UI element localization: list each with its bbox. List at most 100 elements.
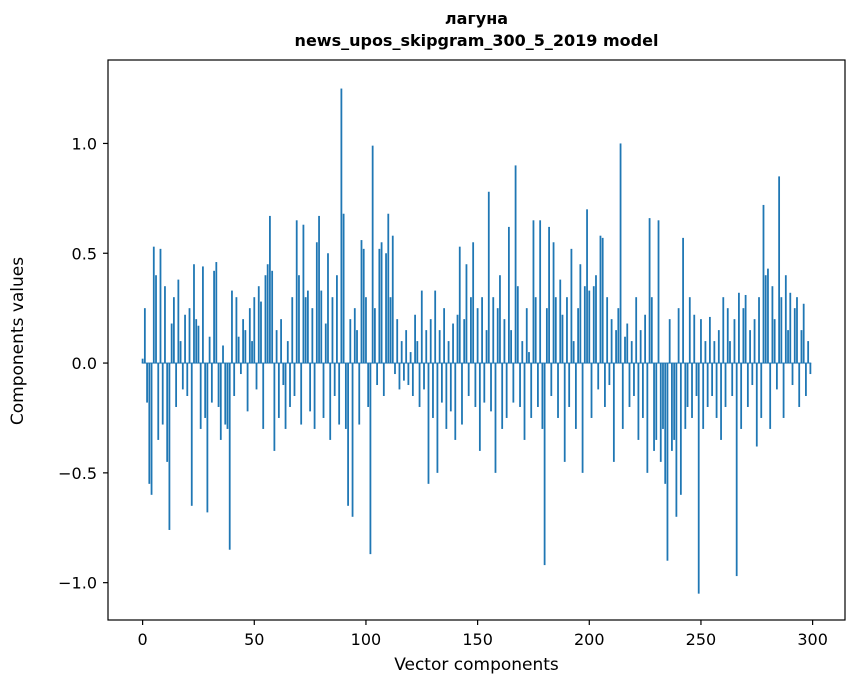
bar <box>396 319 399 364</box>
bar <box>512 363 515 403</box>
bar <box>407 363 410 386</box>
bar <box>228 363 231 550</box>
bar <box>244 330 247 364</box>
y-tick-label: 0.5 <box>72 244 97 263</box>
bar <box>342 213 345 364</box>
bar <box>239 363 242 375</box>
bar <box>778 176 781 364</box>
bar <box>514 165 517 364</box>
bar <box>715 363 718 418</box>
bar <box>664 363 667 484</box>
bar <box>443 308 446 364</box>
bar <box>548 226 550 364</box>
bar <box>729 341 731 364</box>
bar <box>175 363 178 407</box>
bar <box>146 363 148 403</box>
bar <box>711 363 714 396</box>
bar <box>186 363 189 396</box>
bar <box>152 246 155 364</box>
bar <box>767 268 769 364</box>
bar <box>378 248 381 364</box>
bar <box>552 242 555 364</box>
bar <box>758 297 760 364</box>
bar <box>537 363 539 407</box>
bar <box>199 363 202 429</box>
bar <box>251 341 253 364</box>
bar <box>380 242 383 364</box>
bar <box>351 363 354 517</box>
bar <box>590 363 593 418</box>
bar <box>157 363 160 440</box>
bar <box>204 363 207 418</box>
bar <box>784 275 787 364</box>
bar <box>447 341 450 364</box>
bar <box>202 266 204 364</box>
bar <box>782 363 785 418</box>
bar <box>231 290 233 364</box>
bar <box>673 363 676 440</box>
bar <box>612 363 615 462</box>
bar <box>427 363 430 484</box>
bar <box>702 363 705 429</box>
bar <box>382 363 385 396</box>
x-tick-label: 150 <box>462 630 493 649</box>
bar <box>693 314 696 364</box>
bar <box>197 325 200 364</box>
bar <box>583 286 586 364</box>
bar <box>300 363 303 425</box>
bar <box>675 363 678 517</box>
bar <box>235 297 238 364</box>
bar <box>566 297 568 364</box>
bar <box>295 220 298 364</box>
bar <box>671 363 673 451</box>
bar <box>641 363 644 418</box>
bar <box>298 275 300 364</box>
bar <box>409 352 412 364</box>
bar <box>492 297 495 364</box>
bar <box>637 363 640 440</box>
bar <box>657 220 660 364</box>
bar <box>485 330 488 364</box>
bar <box>501 363 504 429</box>
bar <box>773 319 776 364</box>
bar <box>476 308 479 364</box>
bar <box>666 363 669 561</box>
bar <box>483 363 486 403</box>
bar <box>260 301 262 364</box>
bar <box>791 363 794 386</box>
bar <box>597 363 600 390</box>
bar <box>367 363 370 407</box>
y-tick-label: −0.5 <box>58 464 97 483</box>
bar <box>586 209 588 364</box>
bar <box>467 363 470 396</box>
bar <box>682 237 684 364</box>
bar <box>543 363 546 566</box>
bar <box>523 363 526 440</box>
bar <box>438 330 441 364</box>
bar <box>635 297 638 364</box>
bar <box>172 297 175 364</box>
bar <box>610 319 613 364</box>
x-tick-label: 0 <box>138 630 148 649</box>
bar <box>206 363 209 513</box>
bar <box>161 363 164 425</box>
bar <box>559 279 562 364</box>
bar <box>581 363 584 473</box>
bar <box>253 297 256 364</box>
bar <box>166 363 169 462</box>
bar <box>746 363 749 407</box>
bar <box>700 319 702 364</box>
bar <box>474 363 477 407</box>
bar <box>440 363 443 403</box>
bar <box>155 275 157 364</box>
bar <box>516 286 519 364</box>
bar <box>222 345 224 364</box>
bar <box>418 363 421 407</box>
bar <box>494 363 497 473</box>
bar <box>655 363 658 440</box>
bar <box>633 363 635 396</box>
axes-spines <box>107 59 846 621</box>
bar <box>324 323 327 364</box>
